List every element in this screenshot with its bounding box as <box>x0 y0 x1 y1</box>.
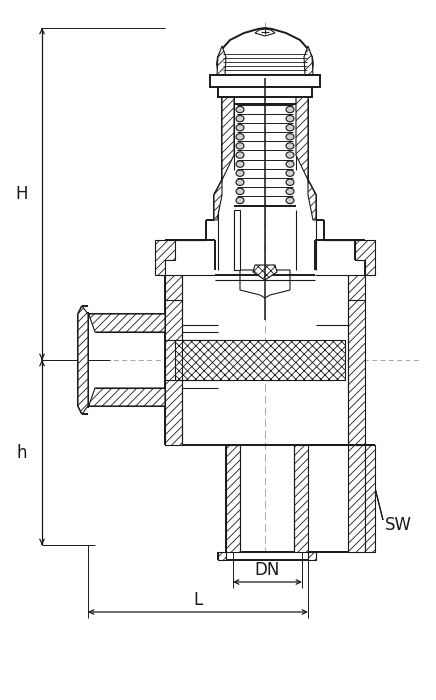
Polygon shape <box>294 445 308 552</box>
Polygon shape <box>308 552 316 560</box>
Ellipse shape <box>236 161 244 167</box>
Polygon shape <box>155 240 206 275</box>
Polygon shape <box>226 445 240 552</box>
Polygon shape <box>210 75 320 87</box>
Ellipse shape <box>236 106 244 113</box>
Polygon shape <box>218 87 312 97</box>
Polygon shape <box>217 28 313 75</box>
Ellipse shape <box>286 143 294 149</box>
Polygon shape <box>348 445 365 552</box>
Ellipse shape <box>236 170 244 176</box>
Polygon shape <box>253 265 277 280</box>
Ellipse shape <box>236 197 244 204</box>
Polygon shape <box>88 312 165 332</box>
Polygon shape <box>308 180 316 220</box>
Ellipse shape <box>286 134 294 140</box>
Polygon shape <box>324 240 375 275</box>
Polygon shape <box>255 29 275 36</box>
Polygon shape <box>222 97 234 180</box>
Polygon shape <box>78 306 88 414</box>
Polygon shape <box>165 275 182 445</box>
Polygon shape <box>88 388 165 408</box>
Polygon shape <box>240 270 290 298</box>
Ellipse shape <box>236 188 244 195</box>
Text: SW: SW <box>385 516 412 534</box>
Ellipse shape <box>286 170 294 176</box>
Polygon shape <box>175 340 345 380</box>
Ellipse shape <box>236 179 244 186</box>
Polygon shape <box>365 445 375 552</box>
Polygon shape <box>234 210 240 270</box>
Ellipse shape <box>286 161 294 167</box>
Ellipse shape <box>286 125 294 131</box>
Ellipse shape <box>286 116 294 122</box>
Polygon shape <box>217 46 226 75</box>
Text: H: H <box>16 185 28 203</box>
Polygon shape <box>296 97 308 180</box>
Ellipse shape <box>236 125 244 131</box>
Polygon shape <box>214 180 222 220</box>
Ellipse shape <box>286 106 294 113</box>
Ellipse shape <box>286 197 294 204</box>
Ellipse shape <box>286 152 294 158</box>
Ellipse shape <box>236 116 244 122</box>
Polygon shape <box>348 275 365 445</box>
Text: L: L <box>194 591 203 609</box>
Ellipse shape <box>286 179 294 186</box>
Polygon shape <box>215 75 315 78</box>
Polygon shape <box>304 46 313 75</box>
Ellipse shape <box>236 134 244 140</box>
Text: DN: DN <box>255 561 280 579</box>
Ellipse shape <box>286 188 294 195</box>
Ellipse shape <box>236 143 244 149</box>
Ellipse shape <box>236 152 244 158</box>
Polygon shape <box>218 552 226 560</box>
Text: h: h <box>17 444 27 461</box>
